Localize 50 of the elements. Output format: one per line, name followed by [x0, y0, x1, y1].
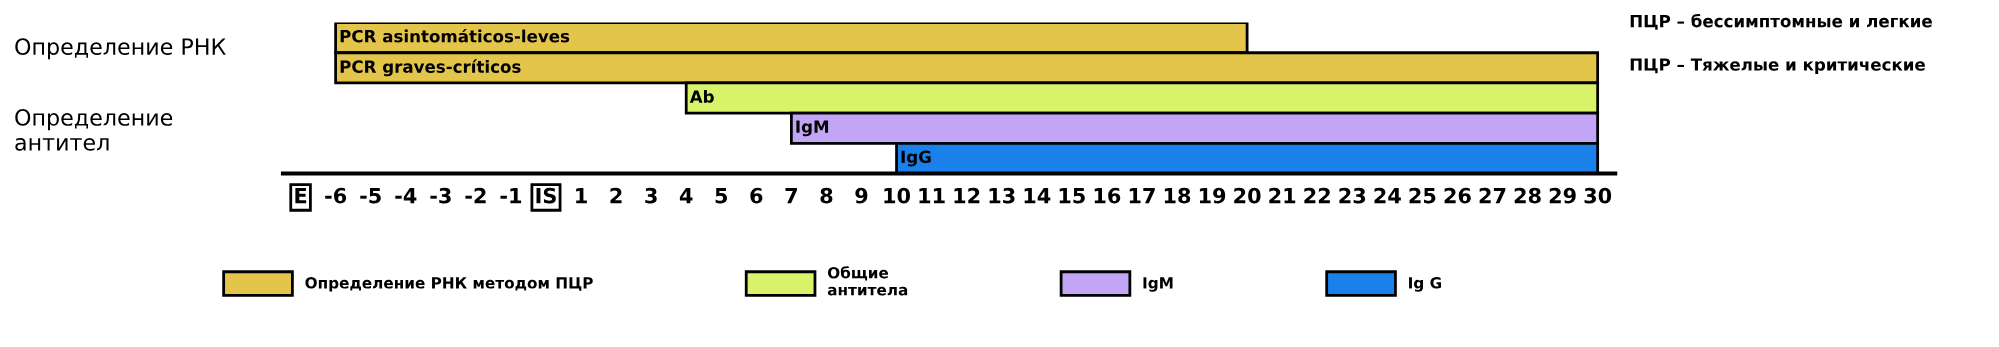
x-tick-label: -3: [430, 187, 451, 204]
x-tick-label: 9: [855, 187, 868, 204]
x-tick-label: 21: [1269, 187, 1296, 204]
text: Определение РНК: [15, 38, 226, 60]
x-tick-label: 6: [750, 187, 763, 204]
legend-label: Общие антитела: [827, 266, 908, 296]
x-tick-label: 18: [1164, 187, 1191, 204]
y-tick-label: PCR graves-críticos: [340, 59, 521, 77]
x-tick-label: 14: [1024, 188, 1051, 204]
x-tick-label: 15: [1059, 188, 1085, 204]
x-tick-label: 25: [1409, 187, 1436, 204]
y-tick-label: PCR asintomáticos-leves: [340, 28, 570, 43]
x-tick-label: 11: [919, 188, 945, 204]
x-tick-label: 1: [576, 188, 587, 204]
text: ПЦР – Тяжелые и критические: [1630, 58, 1925, 74]
x-tick-label: E: [295, 188, 307, 204]
x-tick-label: 8: [820, 187, 833, 204]
x-tick-label: 10: [884, 187, 911, 204]
y-tick-label: Ab: [689, 89, 714, 103]
x-tick-label: -1: [500, 188, 522, 204]
y-tick-label: IgG: [901, 150, 931, 167]
text: ПЦР – бессимптомные и легкие: [1630, 13, 1932, 30]
x-tick-label: 23: [1339, 187, 1366, 204]
x-tick-label: 2: [610, 187, 622, 204]
x-tick-label: IS: [536, 187, 556, 204]
x-tick-label: -5: [360, 188, 381, 204]
legend-label: Ig G: [1409, 277, 1442, 292]
x-tick-label: 13: [989, 187, 1015, 204]
x-tick-label: 26: [1444, 187, 1471, 204]
x-tick-label: 28: [1514, 187, 1541, 204]
x-tick-label: 3: [645, 187, 657, 204]
x-tick-label: 27: [1479, 187, 1506, 204]
x-tick-label: 7: [785, 188, 797, 204]
x-tick-label: 12: [954, 187, 980, 204]
x-tick-label: 4: [679, 188, 693, 204]
x-tick-label: 19: [1199, 187, 1226, 204]
x-tick-label: 22: [1304, 187, 1330, 204]
x-tick-label: 30: [1584, 187, 1612, 204]
x-tick-label: -6: [325, 187, 347, 204]
x-tick-label: 24: [1374, 187, 1401, 204]
x-tick-label: 17: [1129, 188, 1155, 204]
x-tick-label: 20: [1234, 187, 1261, 204]
x-tick-label: 29: [1549, 187, 1576, 204]
x-tick-label: 16: [1094, 187, 1121, 204]
x-tick-label: -2: [465, 187, 486, 204]
x-tick-label: 5: [715, 188, 728, 204]
legend-label: Определение РНК методом ПЦР: [305, 277, 593, 292]
text: Определение антител: [15, 109, 173, 151]
legend-label: IgM: [1143, 277, 1173, 292]
x-tick-label: -4: [395, 188, 417, 204]
